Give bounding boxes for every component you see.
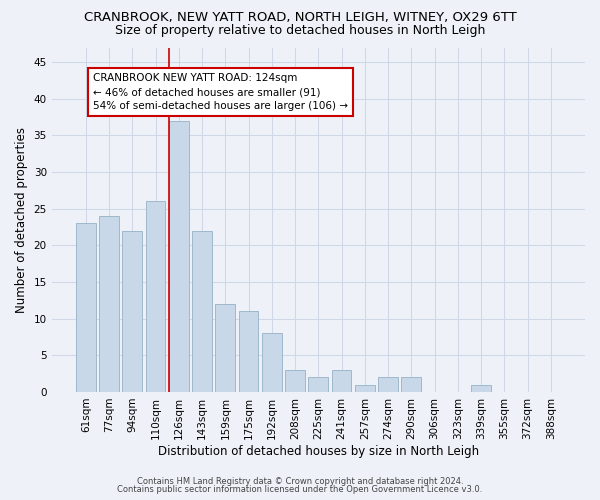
Bar (308, 378, 328, 392)
Bar (332, 370, 352, 392)
Y-axis label: Number of detached properties: Number of detached properties (15, 126, 28, 312)
Text: CRANBROOK, NEW YATT ROAD, NORTH LEIGH, WITNEY, OX29 6TT: CRANBROOK, NEW YATT ROAD, NORTH LEIGH, W… (83, 11, 517, 24)
Bar (99, 216, 119, 392)
Bar (378, 378, 398, 392)
Bar (122, 230, 142, 392)
Bar (239, 312, 259, 392)
Bar (471, 384, 491, 392)
X-axis label: Distribution of detached houses by size in North Leigh: Distribution of detached houses by size … (158, 444, 479, 458)
Bar (401, 378, 421, 392)
Bar (76, 224, 95, 392)
Text: Size of property relative to detached houses in North Leigh: Size of property relative to detached ho… (115, 24, 485, 37)
Bar (215, 304, 235, 392)
Text: Contains public sector information licensed under the Open Government Licence v3: Contains public sector information licen… (118, 485, 482, 494)
Text: Contains HM Land Registry data © Crown copyright and database right 2024.: Contains HM Land Registry data © Crown c… (137, 477, 463, 486)
Bar (146, 202, 166, 392)
Bar (355, 384, 375, 392)
Bar (192, 230, 212, 392)
Bar (285, 370, 305, 392)
Bar (262, 334, 282, 392)
Bar (169, 121, 188, 392)
Text: CRANBROOK NEW YATT ROAD: 124sqm
← 46% of detached houses are smaller (91)
54% of: CRANBROOK NEW YATT ROAD: 124sqm ← 46% of… (93, 73, 348, 111)
